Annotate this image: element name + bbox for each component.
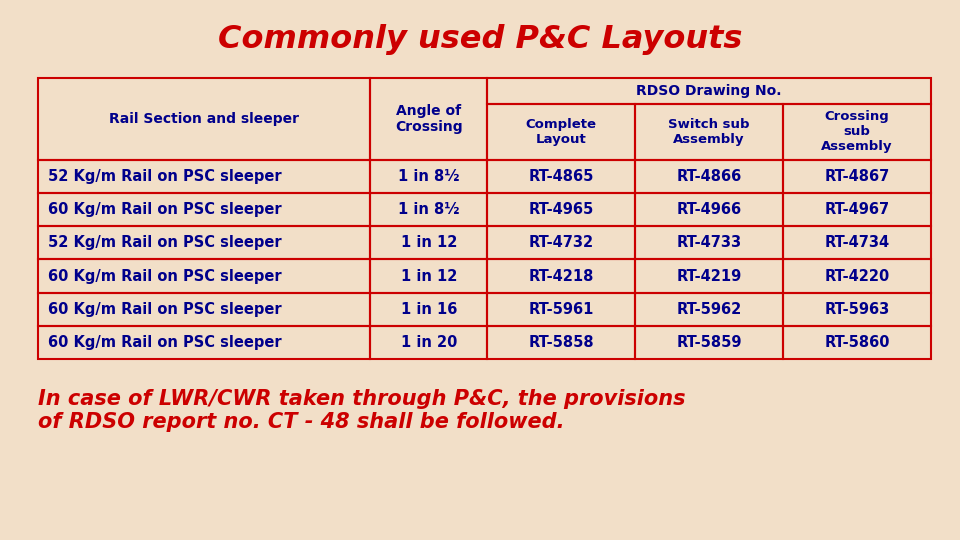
- Text: RT-4219: RT-4219: [677, 268, 742, 284]
- Text: Complete
Layout: Complete Layout: [525, 118, 596, 146]
- Text: 1 in 12: 1 in 12: [400, 268, 457, 284]
- Text: RT-5963: RT-5963: [825, 302, 890, 317]
- Text: 1 in 20: 1 in 20: [400, 335, 457, 350]
- Text: RT-4865: RT-4865: [528, 169, 593, 184]
- Text: RT-5962: RT-5962: [677, 302, 742, 317]
- Text: RT-5860: RT-5860: [825, 335, 890, 350]
- Text: Rail Section and sleeper: Rail Section and sleeper: [109, 112, 300, 126]
- Text: RT-4220: RT-4220: [825, 268, 890, 284]
- Text: RT-4967: RT-4967: [825, 202, 890, 217]
- Text: 52 Kg/m Rail on PSC sleeper: 52 Kg/m Rail on PSC sleeper: [48, 235, 281, 251]
- Text: RT-5858: RT-5858: [528, 335, 594, 350]
- Text: RT-4218: RT-4218: [528, 268, 593, 284]
- Text: 1 in 8½: 1 in 8½: [398, 169, 460, 184]
- Text: 60 Kg/m Rail on PSC sleeper: 60 Kg/m Rail on PSC sleeper: [48, 202, 281, 217]
- Text: RT-5859: RT-5859: [677, 335, 742, 350]
- Text: 60 Kg/m Rail on PSC sleeper: 60 Kg/m Rail on PSC sleeper: [48, 335, 281, 350]
- Text: 1 in 12: 1 in 12: [400, 235, 457, 251]
- Text: 52 Kg/m Rail on PSC sleeper: 52 Kg/m Rail on PSC sleeper: [48, 169, 281, 184]
- Text: RT-4965: RT-4965: [528, 202, 593, 217]
- Text: Angle of
Crossing: Angle of Crossing: [395, 104, 463, 134]
- Text: RT-4734: RT-4734: [825, 235, 890, 251]
- Text: Commonly used P&C Layouts: Commonly used P&C Layouts: [218, 24, 742, 55]
- Text: 60 Kg/m Rail on PSC sleeper: 60 Kg/m Rail on PSC sleeper: [48, 302, 281, 317]
- Text: 1 in 16: 1 in 16: [400, 302, 457, 317]
- Text: RT-4732: RT-4732: [529, 235, 593, 251]
- Text: RT-4867: RT-4867: [825, 169, 890, 184]
- Text: Crossing
sub
Assembly: Crossing sub Assembly: [822, 110, 893, 153]
- Text: RT-4966: RT-4966: [677, 202, 742, 217]
- Text: 1 in 8½: 1 in 8½: [398, 202, 460, 217]
- Text: Switch sub
Assembly: Switch sub Assembly: [668, 118, 750, 146]
- Text: 60 Kg/m Rail on PSC sleeper: 60 Kg/m Rail on PSC sleeper: [48, 268, 281, 284]
- Text: RT-4733: RT-4733: [677, 235, 742, 251]
- Text: RT-5961: RT-5961: [528, 302, 593, 317]
- Text: RDSO Drawing No.: RDSO Drawing No.: [636, 84, 781, 98]
- Text: RT-4866: RT-4866: [677, 169, 742, 184]
- Text: In case of LWR/CWR taken through P&C, the provisions
of RDSO report no. CT - 48 : In case of LWR/CWR taken through P&C, th…: [38, 389, 685, 432]
